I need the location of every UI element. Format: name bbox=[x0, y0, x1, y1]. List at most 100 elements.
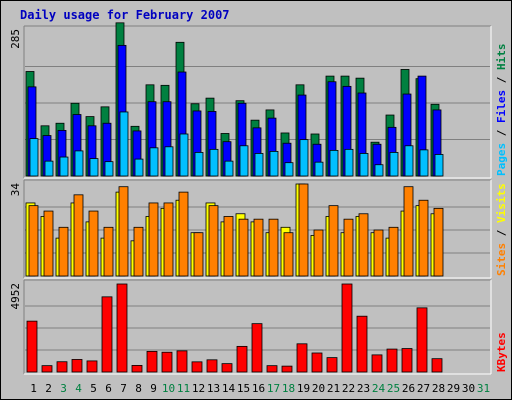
x-tick-label: 4 bbox=[75, 382, 82, 395]
bar-kbytes bbox=[326, 357, 338, 373]
x-tick-label: 31 bbox=[477, 382, 490, 395]
x-tick-label: 22 bbox=[342, 382, 355, 395]
bar-kbytes bbox=[191, 361, 203, 373]
x-tick-label: 18 bbox=[282, 382, 295, 395]
bar-kbytes bbox=[266, 365, 278, 373]
bar-sites bbox=[133, 226, 144, 277]
bar-kbytes bbox=[431, 358, 443, 373]
axis-legend-part: / bbox=[495, 70, 508, 90]
x-tick-label: 23 bbox=[357, 382, 370, 395]
bar-pages bbox=[134, 158, 144, 177]
x-tick-label: 21 bbox=[327, 382, 340, 395]
x-tick-label: 7 bbox=[120, 382, 127, 395]
bar-kbytes bbox=[416, 307, 428, 373]
x-tick-label: 8 bbox=[135, 382, 142, 395]
x-tick-label: 20 bbox=[312, 382, 325, 395]
bar-sites bbox=[118, 186, 129, 277]
bar-sites bbox=[433, 207, 444, 277]
x-tick-label: 13 bbox=[207, 382, 220, 395]
bar-pages bbox=[419, 149, 429, 177]
bar-pages bbox=[329, 149, 339, 177]
bar-kbytes bbox=[131, 365, 143, 373]
bar-kbytes bbox=[146, 350, 158, 373]
x-tick-label: 30 bbox=[462, 382, 475, 395]
x-tick-label: 9 bbox=[150, 382, 157, 395]
bar-sites bbox=[238, 218, 249, 277]
bar-kbytes bbox=[101, 296, 113, 373]
bar-pages bbox=[194, 152, 204, 177]
bar-pages bbox=[179, 133, 189, 177]
bar-sites bbox=[208, 205, 219, 277]
bar-sites bbox=[343, 218, 354, 277]
bar-pages bbox=[269, 151, 279, 177]
x-tick-label: 14 bbox=[222, 382, 236, 395]
bar-pages bbox=[164, 146, 174, 177]
bar-sites bbox=[328, 205, 339, 277]
x-tick-label: 3 bbox=[60, 382, 67, 395]
axis-legend-part: / bbox=[495, 123, 508, 143]
x-tick-label: 6 bbox=[105, 382, 112, 395]
bar-pages bbox=[29, 138, 39, 177]
bar-sites bbox=[193, 232, 204, 277]
bar-pages bbox=[344, 148, 354, 177]
bar-sites bbox=[178, 191, 189, 277]
x-tick-label: 24 bbox=[372, 382, 386, 395]
bar-sites bbox=[403, 186, 414, 277]
bar-pages bbox=[224, 160, 234, 177]
axis-legend-hits: Pages / Files / Hits bbox=[495, 44, 508, 177]
bar-pages bbox=[209, 148, 219, 177]
bar-sites bbox=[358, 213, 369, 277]
max-label-kbytes: 4952 bbox=[9, 283, 22, 310]
bar-sites bbox=[223, 216, 234, 277]
bar-sites bbox=[88, 210, 99, 277]
axis-legend-part: Sites bbox=[495, 243, 508, 276]
x-tick-label: 29 bbox=[447, 382, 460, 395]
bar-kbytes bbox=[371, 354, 383, 373]
bar-kbytes bbox=[386, 348, 398, 373]
bar-kbytes bbox=[401, 348, 413, 373]
bar-pages bbox=[59, 156, 69, 177]
x-tick-label: 27 bbox=[417, 382, 430, 395]
bar-pages bbox=[44, 160, 54, 177]
bar-kbytes bbox=[41, 365, 53, 373]
bar-kbytes bbox=[161, 351, 173, 373]
axis-legend-part: Pages bbox=[495, 143, 508, 176]
bar-sites bbox=[148, 202, 159, 277]
x-tick-label: 16 bbox=[252, 382, 265, 395]
bar-pages bbox=[434, 154, 444, 177]
bar-pages bbox=[404, 145, 414, 177]
bar-sites bbox=[298, 183, 309, 277]
bar-kbytes bbox=[26, 320, 38, 373]
bar-kbytes bbox=[56, 361, 68, 373]
x-tick-label: 5 bbox=[90, 382, 97, 395]
bar-pages bbox=[254, 153, 264, 177]
bar-sites bbox=[28, 205, 39, 277]
bar-sites bbox=[418, 199, 429, 277]
max-label-hits: 285 bbox=[9, 29, 22, 49]
bar-pages bbox=[239, 145, 249, 177]
bar-kbytes bbox=[311, 352, 323, 373]
bar-pages bbox=[284, 162, 294, 177]
bar-kbytes bbox=[251, 323, 263, 373]
chart-title: Daily usage for February 2007 bbox=[20, 8, 230, 22]
bar-pages bbox=[389, 152, 399, 177]
axis-legend-part: KBytes bbox=[495, 332, 508, 372]
x-tick-label: 17 bbox=[267, 382, 280, 395]
bar-pages bbox=[299, 139, 309, 177]
bar-pages bbox=[359, 153, 369, 177]
bar-sites bbox=[268, 218, 279, 277]
bar-kbytes bbox=[281, 365, 293, 373]
bar-kbytes bbox=[236, 345, 248, 373]
bar-kbytes bbox=[341, 283, 353, 373]
bar-sites bbox=[163, 202, 174, 277]
bar-pages bbox=[74, 150, 84, 177]
bar-pages bbox=[104, 161, 114, 177]
bar-sites bbox=[73, 194, 84, 277]
axis-legend-part: / bbox=[495, 223, 508, 243]
bar-kbytes bbox=[86, 360, 98, 373]
x-tick-label: 10 bbox=[162, 382, 175, 395]
x-tick-label: 25 bbox=[387, 382, 400, 395]
bar-pages bbox=[119, 111, 129, 177]
x-tick-label: 15 bbox=[237, 382, 250, 395]
bar-kbytes bbox=[296, 343, 308, 373]
